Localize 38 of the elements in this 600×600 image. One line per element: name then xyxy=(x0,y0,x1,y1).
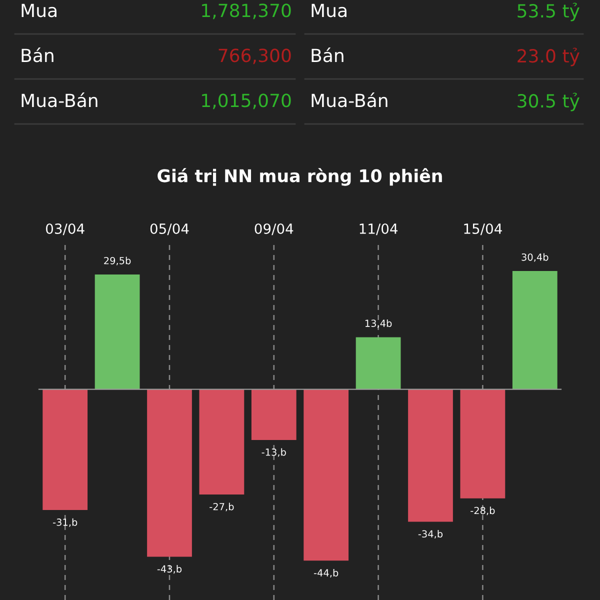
category-label: Bán xyxy=(312,48,344,62)
data-label: 29,5b xyxy=(104,256,131,266)
x-tick-label: 05/04 xyxy=(150,223,189,236)
data-label: 13,4b xyxy=(365,319,392,328)
data-label: -31,b xyxy=(53,518,78,527)
x-tick-label: 11/04 xyxy=(360,223,398,236)
data-label: -43,b xyxy=(157,565,182,574)
text: 30.5 tỷ xyxy=(518,92,580,112)
bar xyxy=(408,389,453,522)
text: 766,300 xyxy=(218,48,291,64)
data-label: -34,b xyxy=(418,530,443,539)
data-label: -28,b xyxy=(470,506,495,516)
text: 1,781,370 xyxy=(202,4,291,20)
bar xyxy=(460,389,506,498)
bar xyxy=(304,389,349,561)
bar xyxy=(199,389,244,494)
x-tick-label: 03/04 xyxy=(46,223,84,236)
bar xyxy=(94,274,140,390)
text: 23.0 tỷ xyxy=(518,48,580,66)
category-label: Mua xyxy=(312,4,346,18)
category-label: Mua-Bán xyxy=(22,92,98,108)
bar xyxy=(147,389,192,557)
bar xyxy=(251,389,296,440)
x-tick-label: 15/04 xyxy=(464,223,502,236)
category-label: Bán xyxy=(22,48,54,62)
bar xyxy=(512,271,558,390)
bar xyxy=(42,389,88,510)
data-label: -27,b xyxy=(210,502,234,512)
bar xyxy=(356,337,401,390)
chart-title: Giá trị NN mua ròng 10 phiên xyxy=(158,168,442,186)
category-label: Mua xyxy=(22,4,56,18)
text: 53.5 tỷ xyxy=(518,2,580,22)
data-label: 30,4b xyxy=(522,253,548,262)
data-label: -13,b xyxy=(262,448,286,457)
text: 1,015,070 xyxy=(202,94,291,110)
category-label: Mua-Bán xyxy=(312,92,388,108)
x-tick-label: 09/04 xyxy=(254,223,294,236)
data-label: -44,b xyxy=(314,568,338,578)
